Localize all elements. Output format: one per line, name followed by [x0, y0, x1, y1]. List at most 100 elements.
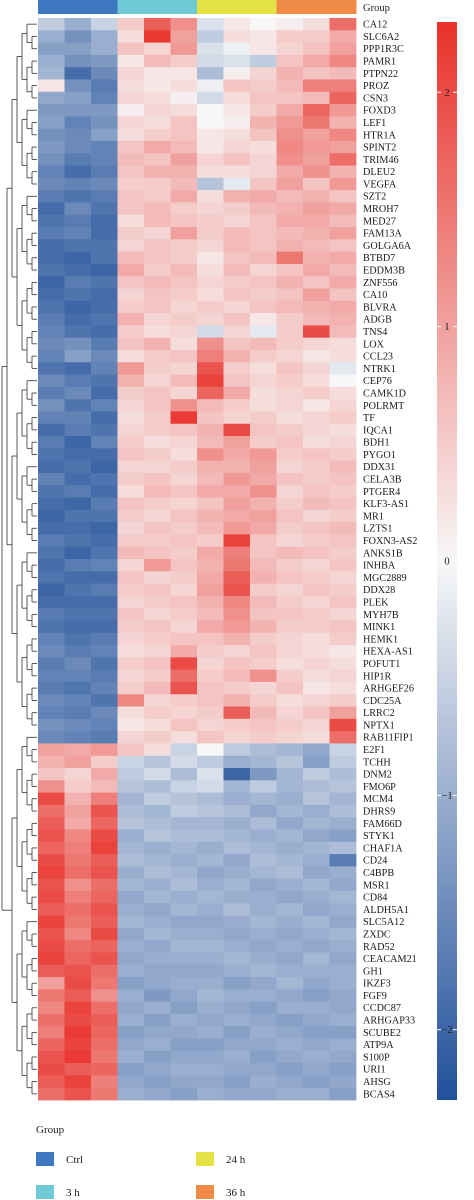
- heatmap-cell: [223, 251, 251, 265]
- heatmap-cell: [223, 423, 251, 437]
- gene-label: MCM4: [363, 794, 393, 805]
- heatmap-cell: [197, 190, 224, 203]
- heatmap-cell: [144, 128, 171, 142]
- heatmap-cell: [303, 1001, 330, 1015]
- heatmap-cell: [117, 608, 145, 621]
- heatmap-cell: [170, 153, 198, 166]
- heatmap-cell: [250, 866, 277, 880]
- heatmap-cell: [117, 337, 145, 351]
- heatmap-cell: [197, 177, 224, 191]
- gene-label: E2F1: [363, 745, 385, 756]
- heatmap-cell: [91, 239, 118, 253]
- heatmap-cell: [144, 804, 171, 818]
- heatmap-cell: [303, 30, 330, 43]
- heatmap-cell: [197, 485, 224, 498]
- heatmap-cell: [117, 768, 145, 781]
- heatmap-cell: [197, 559, 224, 572]
- heatmap-cell: [170, 374, 198, 388]
- heatmap-cell: [64, 595, 92, 609]
- heatmap-cell: [223, 927, 251, 941]
- heatmap-cell: [223, 276, 251, 289]
- heatmap-cell: [197, 436, 224, 449]
- heatmap-cell: [250, 1050, 277, 1064]
- heatmap-cell: [64, 1038, 92, 1052]
- heatmap-cell: [276, 792, 304, 806]
- heatmap-cell: [329, 804, 357, 818]
- heatmap-cell: [329, 190, 357, 203]
- heatmap-cell: [144, 952, 171, 966]
- heatmap-cell: [144, 780, 171, 794]
- heatmap-cell: [170, 559, 198, 572]
- heatmap-cell: [303, 67, 330, 80]
- heatmap-cell: [329, 645, 357, 658]
- heatmap-cell: [303, 694, 330, 707]
- heatmap-cell: [117, 718, 145, 732]
- heatmap-cell: [250, 30, 277, 43]
- heatmap-cell: [144, 1026, 171, 1039]
- heatmap-cell: [144, 731, 171, 744]
- heatmap-cell: [117, 989, 145, 1003]
- heatmap-cell: [38, 866, 65, 880]
- heatmap-cell: [64, 854, 92, 867]
- heatmap-cell: [250, 362, 277, 375]
- heatmap-cell: [144, 54, 171, 68]
- heatmap-cell: [117, 915, 145, 929]
- heatmap-cell: [91, 104, 118, 117]
- gene-label: CEACAM21: [363, 954, 417, 965]
- gene-label: FOXN3-AS2: [363, 536, 417, 547]
- heatmap-cell: [303, 792, 330, 806]
- heatmap-cell: [250, 165, 277, 179]
- heatmap-cell: [303, 325, 330, 339]
- heatmap-cell: [303, 485, 330, 498]
- heatmap-cell: [38, 681, 65, 695]
- heatmap-cell: [197, 681, 224, 695]
- heatmap-cell: [250, 67, 277, 80]
- heatmap-cell: [250, 448, 277, 462]
- heatmap-cell: [38, 436, 65, 449]
- heatmap-cell: [303, 399, 330, 412]
- heatmap-cell: [223, 608, 251, 621]
- heatmap-cell: [91, 411, 118, 425]
- heatmap-cell: [91, 669, 118, 683]
- heatmap-cell: [329, 792, 357, 806]
- heatmap-cell: [197, 915, 224, 929]
- heatmap-cell: [223, 386, 251, 400]
- heatmap-cell: [91, 755, 118, 769]
- heatmap-cell: [64, 140, 92, 154]
- heatmap-cell: [223, 399, 251, 412]
- heatmap-cell: [91, 177, 118, 191]
- heatmap-cell: [117, 300, 145, 314]
- heatmap-cell: [91, 91, 118, 105]
- heatmap-cell: [329, 952, 357, 966]
- heatmap-cell: [223, 202, 251, 216]
- heatmap-cell: [197, 583, 224, 597]
- heatmap-cell: [250, 755, 277, 769]
- heatmap-cell: [329, 165, 357, 179]
- heatmap-cell: [223, 509, 251, 523]
- heatmap-cell: [303, 522, 330, 535]
- heatmap-cell: [276, 669, 304, 683]
- heatmap-cell: [144, 989, 171, 1003]
- gene-label: POFUT1: [363, 659, 400, 670]
- heatmap-cell: [38, 325, 65, 339]
- heatmap-cell: [223, 669, 251, 683]
- heatmap-cell: [170, 878, 198, 892]
- heatmap-cell: [64, 436, 92, 449]
- heatmap-cell: [276, 534, 304, 548]
- heatmap-cell: [197, 153, 224, 166]
- heatmap-cell: [170, 263, 198, 277]
- heatmap-cell: [197, 817, 224, 830]
- heatmap-cell: [64, 374, 92, 388]
- heatmap-cell: [144, 1075, 171, 1089]
- heatmap-cell: [91, 263, 118, 277]
- heatmap-cell: [329, 116, 357, 130]
- heatmap-cell: [276, 67, 304, 80]
- gene-label: BTBD7: [363, 253, 395, 264]
- gene-label: PROZ: [363, 81, 389, 92]
- heatmap-cell: [38, 768, 65, 781]
- heatmap-cell: [276, 374, 304, 388]
- heatmap-cell: [91, 448, 118, 462]
- heatmap-cell: [197, 595, 224, 609]
- heatmap-cell: [329, 288, 357, 302]
- heatmap-cell: [64, 54, 92, 68]
